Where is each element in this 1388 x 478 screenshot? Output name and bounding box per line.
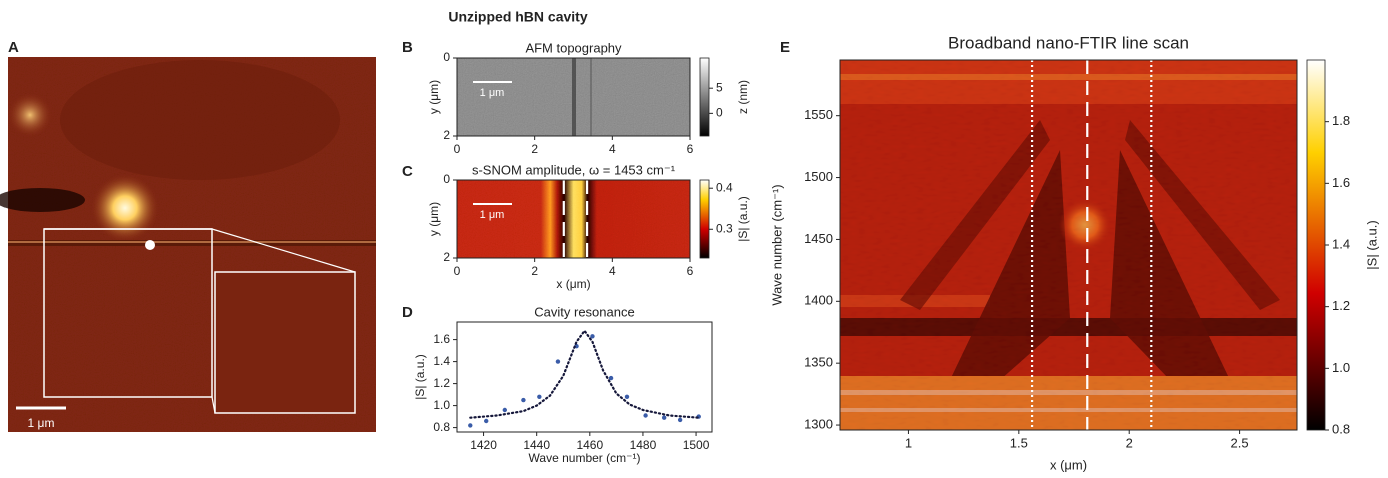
colorbar-tick-label: 0.3 [716, 221, 733, 235]
sample-image [0, 57, 376, 432]
x-tick-label: 1460 [576, 438, 603, 452]
data-point [661, 415, 667, 420]
x-tick-label: 1 [905, 435, 912, 450]
x-tick-label: 1500 [683, 438, 710, 452]
scale-bar-label: 1 μm [480, 209, 505, 221]
x-tick-label: 2.5 [1231, 435, 1249, 450]
linescan-image [840, 60, 1297, 430]
y-tick-label: 1550 [804, 107, 833, 122]
panel-title: s-SNOM amplitude, ω = 1453 cm⁻¹ [472, 162, 676, 177]
afm-image [457, 58, 690, 136]
data-point [537, 394, 542, 399]
y-tick-label: 0 [443, 50, 450, 64]
colorbar [699, 57, 710, 137]
plot-frame [456, 321, 713, 433]
data-point [677, 417, 683, 423]
data-point [502, 407, 508, 413]
panel-label: E [780, 39, 790, 56]
y-tick-label: 1.6 [433, 332, 450, 346]
colorbar [699, 179, 710, 259]
x-tick-label: 4 [609, 142, 616, 156]
colorbar-label: |S| (a.u.) [736, 196, 750, 242]
y-tick-label: 2 [443, 128, 450, 142]
x-tick-label: 6 [687, 264, 694, 278]
y-tick-label: 1450 [804, 231, 833, 246]
plot-frame [456, 179, 691, 259]
y-tick-label: 1350 [804, 355, 833, 370]
y-axis-label: |S| (a.u.) [413, 354, 427, 400]
data-point [608, 375, 614, 381]
colorbar-tick-label: 0 [716, 106, 723, 120]
panel-label: C [402, 163, 413, 180]
data-point [555, 359, 561, 364]
plot-frame [456, 57, 691, 137]
y-tick-label: 0 [443, 172, 450, 186]
colorbar-tick-label: 1.4 [1332, 236, 1350, 251]
colorbar-label: |S| (a.u.) [1364, 220, 1379, 269]
y-axis-label: Wave number (cm⁻¹) [769, 184, 784, 305]
colorbar-label: z (nm) [736, 80, 750, 114]
x-tick-label: 1420 [470, 438, 497, 452]
x-tick-label: 2 [1126, 435, 1133, 450]
data-point [468, 423, 473, 428]
x-tick-label: 6 [687, 142, 694, 156]
panel-label: D [402, 304, 413, 321]
snom-image [457, 180, 690, 258]
x-tick-label: 2 [531, 142, 538, 156]
x-tick-label: 1440 [523, 438, 550, 452]
y-axis-label: y (μm) [427, 202, 441, 236]
y-tick-label: 1500 [804, 169, 833, 184]
x-tick-label: 2 [531, 264, 538, 278]
x-tick-label: 1.5 [1010, 435, 1028, 450]
figure-title: Unzipped hBN cavity [448, 9, 587, 25]
data-point [624, 394, 630, 399]
panel-title: Cavity resonance [534, 304, 634, 319]
y-tick-label: 0.8 [433, 420, 450, 434]
scale-bar-label: 1 μm [480, 87, 505, 99]
colorbar-tick-label: 0.4 [716, 180, 733, 194]
x-tick-label: 0 [454, 264, 461, 278]
x-axis-label: x (μm) [1050, 457, 1087, 472]
y-tick-label: 1.0 [433, 398, 450, 412]
plot-frame [839, 59, 1298, 431]
x-tick-label: 0 [454, 142, 461, 156]
y-tick-label: 1.4 [433, 354, 450, 368]
y-tick-label: 2 [443, 250, 450, 264]
fit-line [469, 328, 700, 419]
y-tick-label: 1300 [804, 416, 833, 431]
panel-title: Broadband nano-FTIR line scan [948, 33, 1189, 52]
colorbar-tick-label: 1.6 [1332, 175, 1350, 190]
colorbar-tick-label: 1.2 [1332, 298, 1350, 313]
panel-title: AFM topography [525, 40, 622, 55]
x-axis-label: x (μm) [556, 277, 590, 291]
data-point [484, 418, 489, 424]
data-point [590, 334, 595, 339]
y-tick-label: 1400 [804, 293, 833, 308]
x-axis-label: Wave number (cm⁻¹) [529, 451, 641, 465]
colorbar-tick-label: 0.8 [1332, 421, 1350, 436]
x-tick-label: 4 [609, 264, 616, 278]
scale-bar-label: 1 μm [28, 416, 55, 430]
data-point [643, 413, 648, 418]
colorbar-tick-label: 1.8 [1332, 113, 1350, 128]
y-axis-label: y (μm) [427, 80, 441, 114]
colorbar-tick-label: 5 [716, 80, 723, 94]
y-tick-label: 1.2 [433, 376, 450, 390]
panel-label: B [402, 39, 413, 56]
panel-label: A [8, 39, 19, 56]
x-tick-label: 1480 [630, 438, 657, 452]
colorbar-tick-label: 1.0 [1332, 360, 1350, 375]
colorbar [1306, 59, 1326, 431]
data-point [521, 397, 526, 403]
